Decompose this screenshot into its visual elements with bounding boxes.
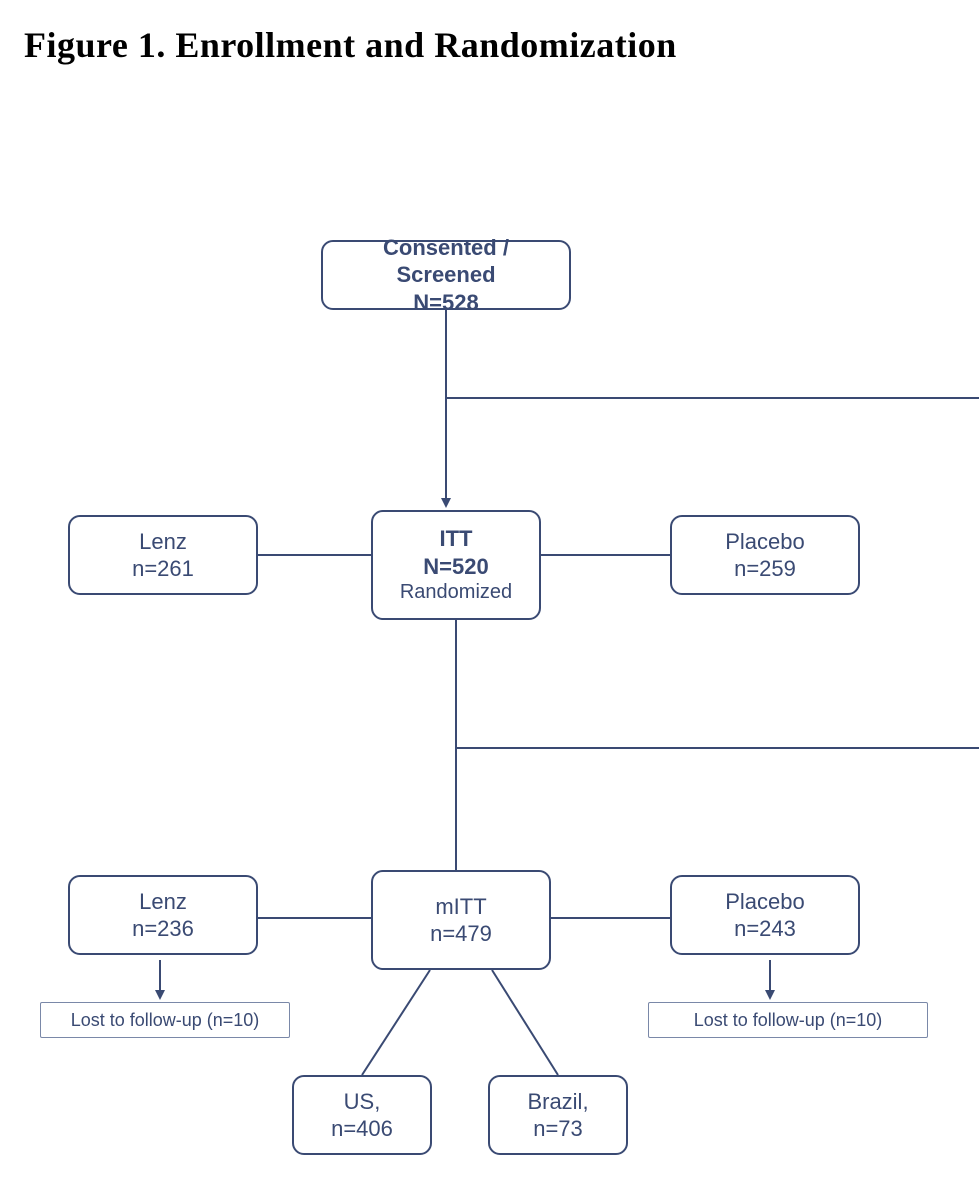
node-lenz-mitt: Lenz n=236 [68,875,258,955]
node-us: US, n=406 [292,1075,432,1155]
node-placebo-itt: Placebo n=259 [670,515,860,595]
node-itt: ITT N=520 Randomized [371,510,541,620]
node-subtext: Randomized [400,580,512,605]
node-mitt: mITT n=479 [371,870,551,970]
node-label: US, [344,1088,381,1116]
node-value: n=243 [734,915,796,943]
node-label: ITT [440,525,473,553]
edge [492,970,558,1075]
node-brazil: Brazil, n=73 [488,1075,628,1155]
node-value: n=406 [331,1115,393,1143]
node-label: mITT [435,893,486,921]
note-lost-followup-left: Lost to follow-up (n=10) [40,1002,290,1038]
node-label: Brazil, [527,1088,588,1116]
node-value: n=73 [533,1115,583,1143]
node-lenz-itt: Lenz n=261 [68,515,258,595]
node-label: Placebo [725,888,805,916]
page: Figure 1. Enrollment and Randomization C… [0,0,979,1200]
node-placebo-mitt: Placebo n=243 [670,875,860,955]
edge [362,970,430,1075]
node-value: n=259 [734,555,796,583]
node-value: n=261 [132,555,194,583]
node-value: N=528 [413,289,478,317]
node-label: Lenz [139,888,187,916]
node-label: Consented / Screened [333,234,559,289]
node-value: n=236 [132,915,194,943]
node-value: n=479 [430,920,492,948]
node-consented-screened: Consented / Screened N=528 [321,240,571,310]
node-label: Lenz [139,528,187,556]
node-value: N=520 [423,553,488,581]
edges-group [160,310,979,1075]
node-label: Placebo [725,528,805,556]
flowchart: Consented / Screened N=528 ITT N=520 Ran… [0,0,979,1200]
note-lost-followup-right: Lost to follow-up (n=10) [648,1002,928,1038]
